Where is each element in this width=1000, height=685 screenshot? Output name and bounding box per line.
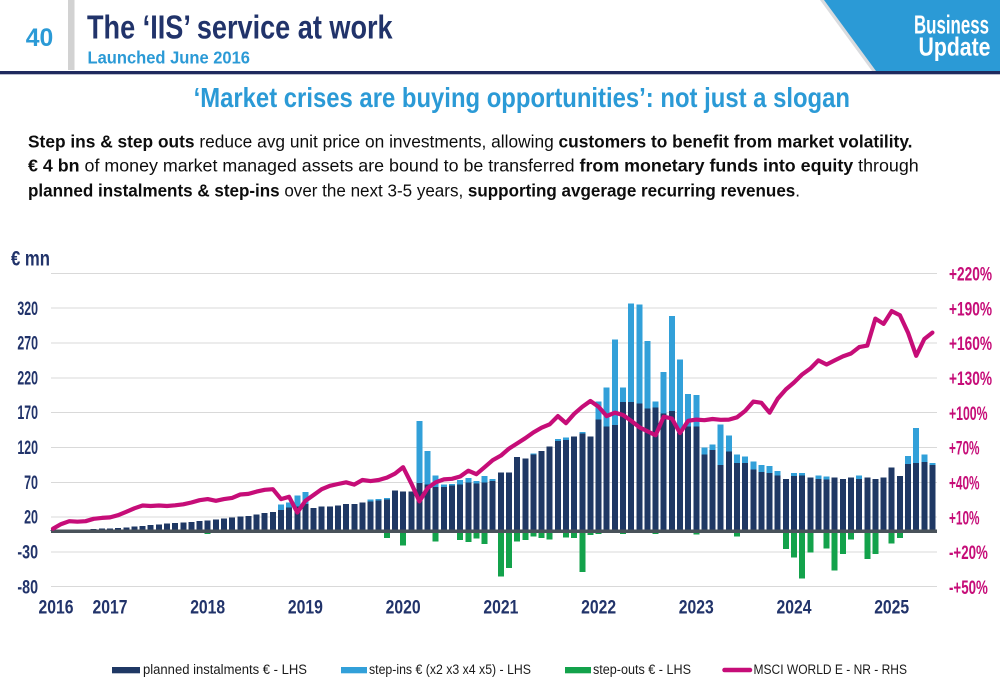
svg-text:planned instalments & step-ins: planned instalments & step-ins over the … [28, 181, 800, 201]
svg-text:270: 270 [17, 334, 38, 355]
svg-text:Update: Update [919, 32, 991, 62]
svg-text:€ mn: € mn [11, 248, 50, 271]
svg-text:step-outs € - LHS: step-outs € - LHS [593, 662, 691, 677]
svg-text:220: 220 [17, 368, 38, 389]
svg-text:+10%: +10% [949, 508, 980, 529]
svg-text:2023: 2023 [679, 597, 714, 618]
svg-text:320: 320 [17, 299, 38, 320]
svg-text:+100%: +100% [949, 404, 988, 425]
svg-text:2021: 2021 [483, 597, 518, 618]
svg-text:planned instalments € - LHS: planned instalments € - LHS [143, 662, 307, 677]
svg-text:-+50%: -+50% [949, 578, 988, 599]
svg-text:+190%: +190% [949, 299, 992, 320]
svg-text:The ‘IIS’ service at work: The ‘IIS’ service at work [87, 10, 393, 47]
svg-text:2022: 2022 [581, 597, 616, 618]
svg-text:2024: 2024 [777, 597, 812, 618]
svg-text:-+20%: -+20% [949, 543, 988, 564]
svg-text:+40%: +40% [949, 474, 980, 495]
svg-text:-80: -80 [17, 577, 38, 598]
svg-text:2025: 2025 [874, 597, 909, 618]
svg-text:70: 70 [24, 473, 38, 494]
svg-text:-30: -30 [17, 543, 38, 564]
svg-text:2018: 2018 [190, 597, 225, 618]
svg-text:+160%: +160% [949, 334, 992, 355]
svg-text:step-ins € (x2 x3 x4 x5) - LHS: step-ins € (x2 x3 x4 x5) - LHS [369, 662, 531, 677]
svg-text:‘Market crises are buying oppo: ‘Market crises are buying opportunities’… [194, 82, 850, 113]
svg-text:Step ins & step outs reduce av: Step ins & step outs reduce avg unit pri… [28, 132, 913, 152]
svg-text:Launched June 2016: Launched June 2016 [88, 48, 251, 68]
svg-text:2020: 2020 [386, 597, 421, 618]
svg-text:2016: 2016 [39, 597, 74, 618]
svg-text:40: 40 [26, 25, 53, 52]
svg-text:2019: 2019 [288, 597, 323, 618]
svg-text:Business: Business [914, 10, 989, 40]
svg-text:2017: 2017 [93, 597, 128, 618]
svg-text:+130%: +130% [949, 369, 992, 390]
svg-text:20: 20 [24, 508, 38, 529]
svg-text:120: 120 [17, 438, 38, 459]
svg-text:€ 4 bn of money market managed: € 4 bn of money market managed assets ar… [28, 155, 919, 175]
svg-text:MSCI WORLD E - NR - RHS: MSCI WORLD E - NR - RHS [754, 662, 908, 677]
svg-text:170: 170 [17, 403, 38, 424]
svg-text:+220%: +220% [949, 265, 992, 286]
svg-text:+70%: +70% [949, 439, 980, 460]
